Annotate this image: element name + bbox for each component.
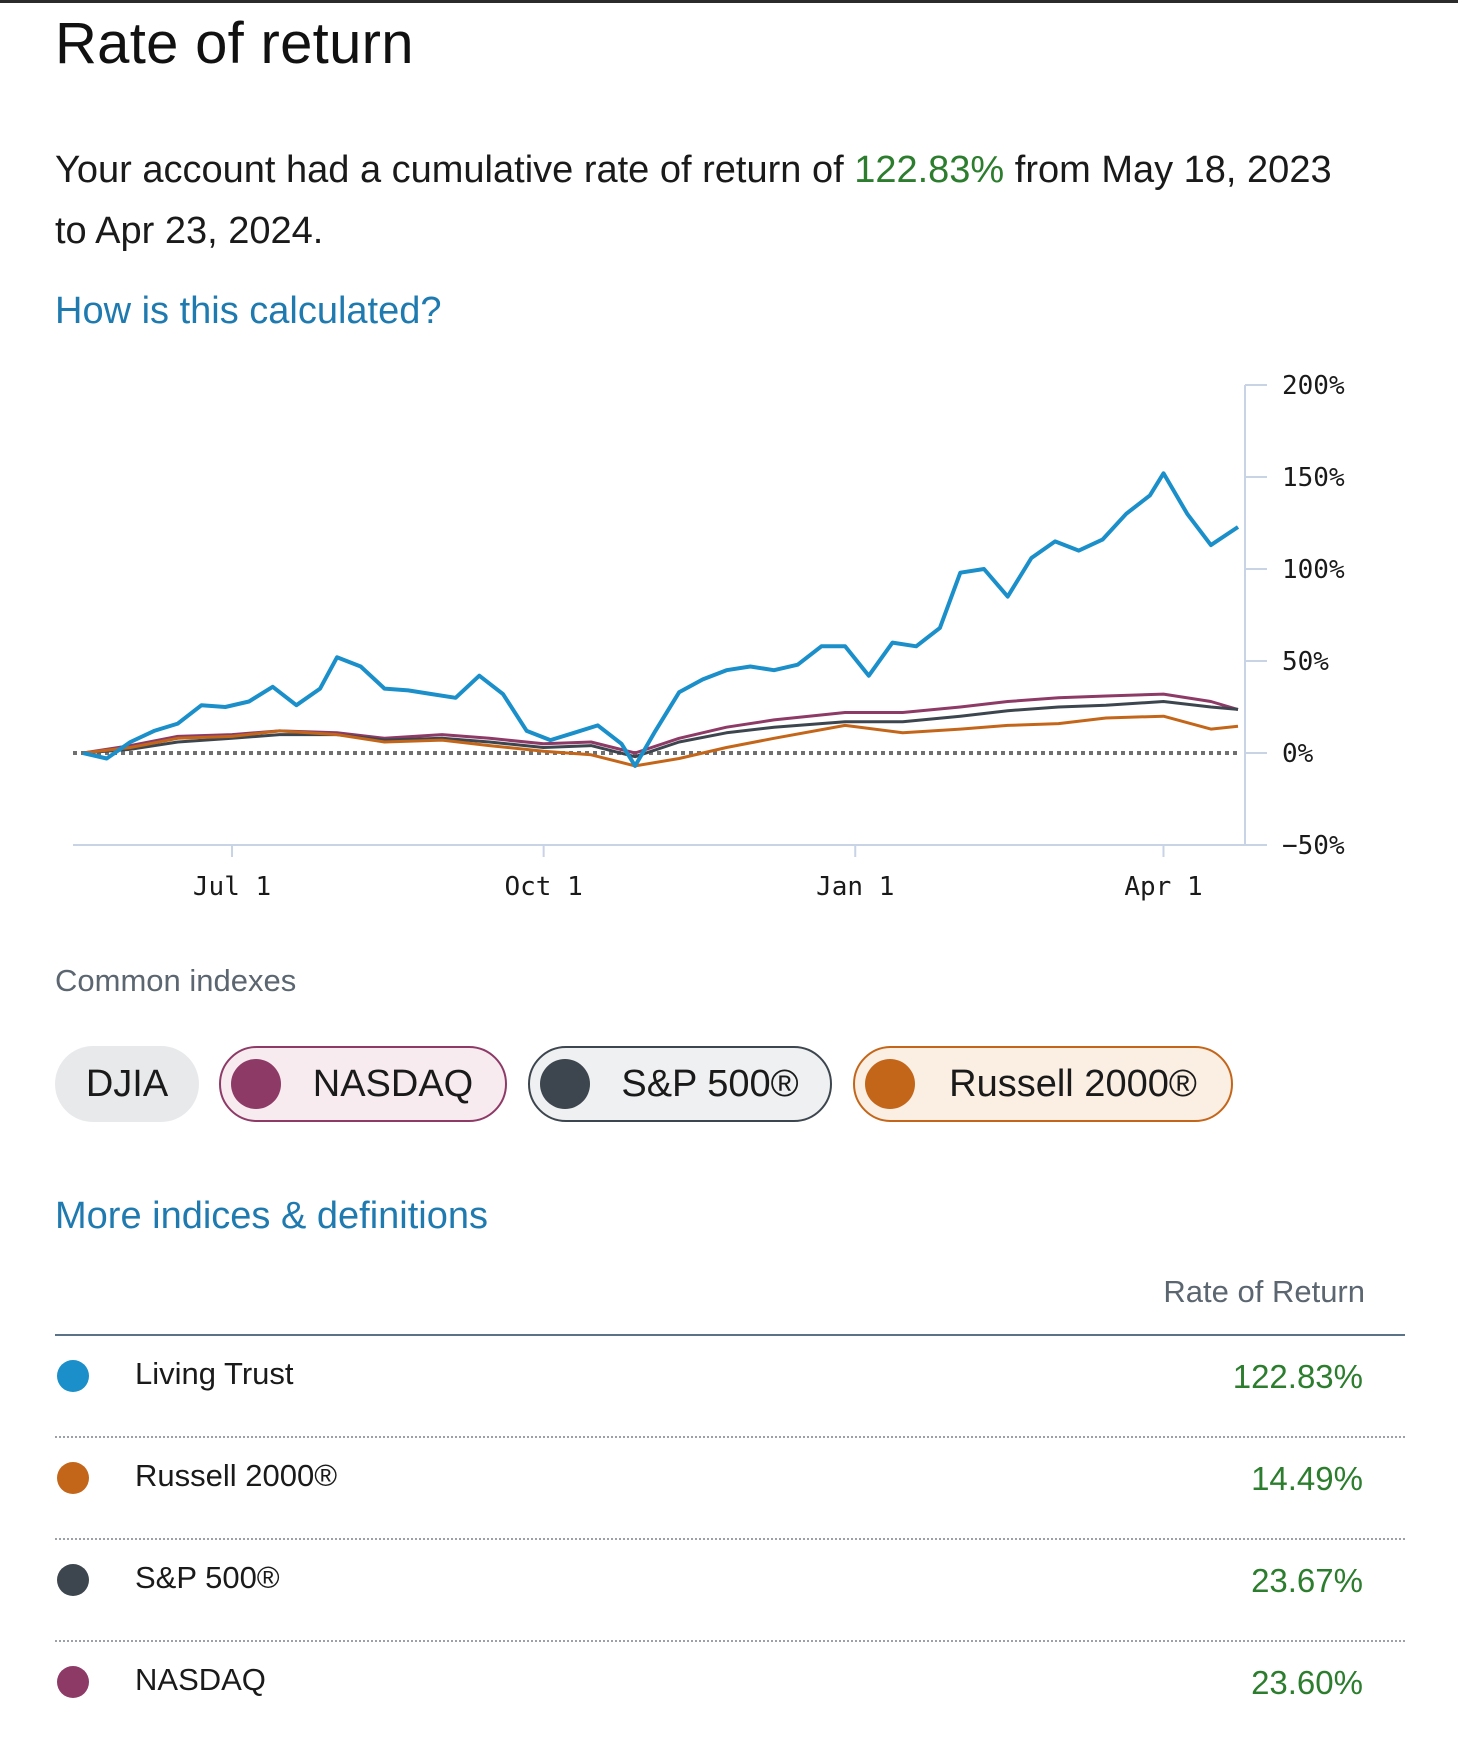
table-row-russell-2000: Russell 2000® 14.49% [55,1438,1405,1540]
sp500-row-color-dot [57,1564,89,1596]
chip-russell-2000[interactable]: Russell 2000® [853,1046,1233,1122]
rate-of-return-chart: 200% 150% 100% 50% 0% −50% Jul 1 Oct 1 Jan 1 Apr … [73,371,1345,902]
table-row-sp500: S&P 500® 23.67% [55,1540,1405,1642]
living-trust-color-dot [57,1360,89,1392]
rate-of-return-column-header: Rate of Return [1163,1274,1365,1309]
sp500-color-dot [540,1059,590,1109]
chip-nasdaq-label: NASDAQ [312,1062,474,1105]
row-value: 14.49% [1251,1460,1363,1497]
summary-percentage: 122.83% [854,149,1005,191]
table-top-rule [55,1334,1405,1336]
nasdaq-row-color-dot [57,1666,89,1698]
top-border [0,0,1458,3]
row-value: 23.60% [1251,1664,1363,1701]
chip-djia[interactable]: DJIA [55,1046,199,1122]
row-divider [55,1538,1405,1540]
x-tick-label: Oct 1 [505,872,583,902]
row-divider [55,1436,1405,1438]
chip-russell-label: Russell 2000® [949,1062,1197,1105]
row-divider [55,1640,1405,1642]
page-title: Rate of return [55,11,414,76]
row-name: Russell 2000® [135,1458,338,1493]
row-name: Living Trust [135,1356,294,1391]
y-tick-label: 200% [1282,371,1345,401]
x-tick-label: Apr 1 [1124,872,1202,902]
how-calculated-link[interactable]: How is this calculated? [55,290,442,332]
row-name: S&P 500® [135,1560,280,1595]
y-tick-label: 150% [1282,463,1345,493]
y-tick-label: −50% [1282,831,1345,861]
chip-sp500-label: S&P 500® [621,1062,799,1105]
y-tick-label: 0% [1282,739,1314,769]
chip-sp500[interactable]: S&P 500® [528,1046,832,1122]
more-indices-link[interactable]: More indices & definitions [55,1195,488,1237]
russell-row-color-dot [57,1462,89,1494]
y-tick-label: 100% [1282,555,1345,585]
series-line-russell-2000 [82,714,1239,768]
summary-prefix: Your account had a cumulative rate of re… [55,149,855,191]
summary-suffix: from May 18, 2023 to Apr 23, 2024. [55,149,1332,252]
russell-color-dot [865,1059,915,1109]
table-row-living-trust: Living Trust 122.83% [55,1336,1405,1438]
series-line-living-trust [82,471,1240,768]
row-value: 23.67% [1251,1562,1363,1599]
y-tick-label: 50% [1282,647,1329,677]
return-summary: Your account had a cumulative rate of re… [55,140,1355,262]
nasdaq-color-dot [231,1059,281,1109]
series-line-s-p-500 [82,700,1239,759]
table-row-nasdaq: NASDAQ 23.60% [55,1642,1405,1744]
common-indexes-label: Common indexes [55,963,297,998]
row-name: NASDAQ [135,1662,266,1697]
row-value: 122.83% [1232,1358,1363,1395]
x-tick-label: Jul 1 [193,872,271,902]
chip-nasdaq[interactable]: NASDAQ [219,1046,507,1122]
chip-djia-label: DJIA [85,1062,169,1105]
x-tick-label: Jan 1 [816,872,894,902]
